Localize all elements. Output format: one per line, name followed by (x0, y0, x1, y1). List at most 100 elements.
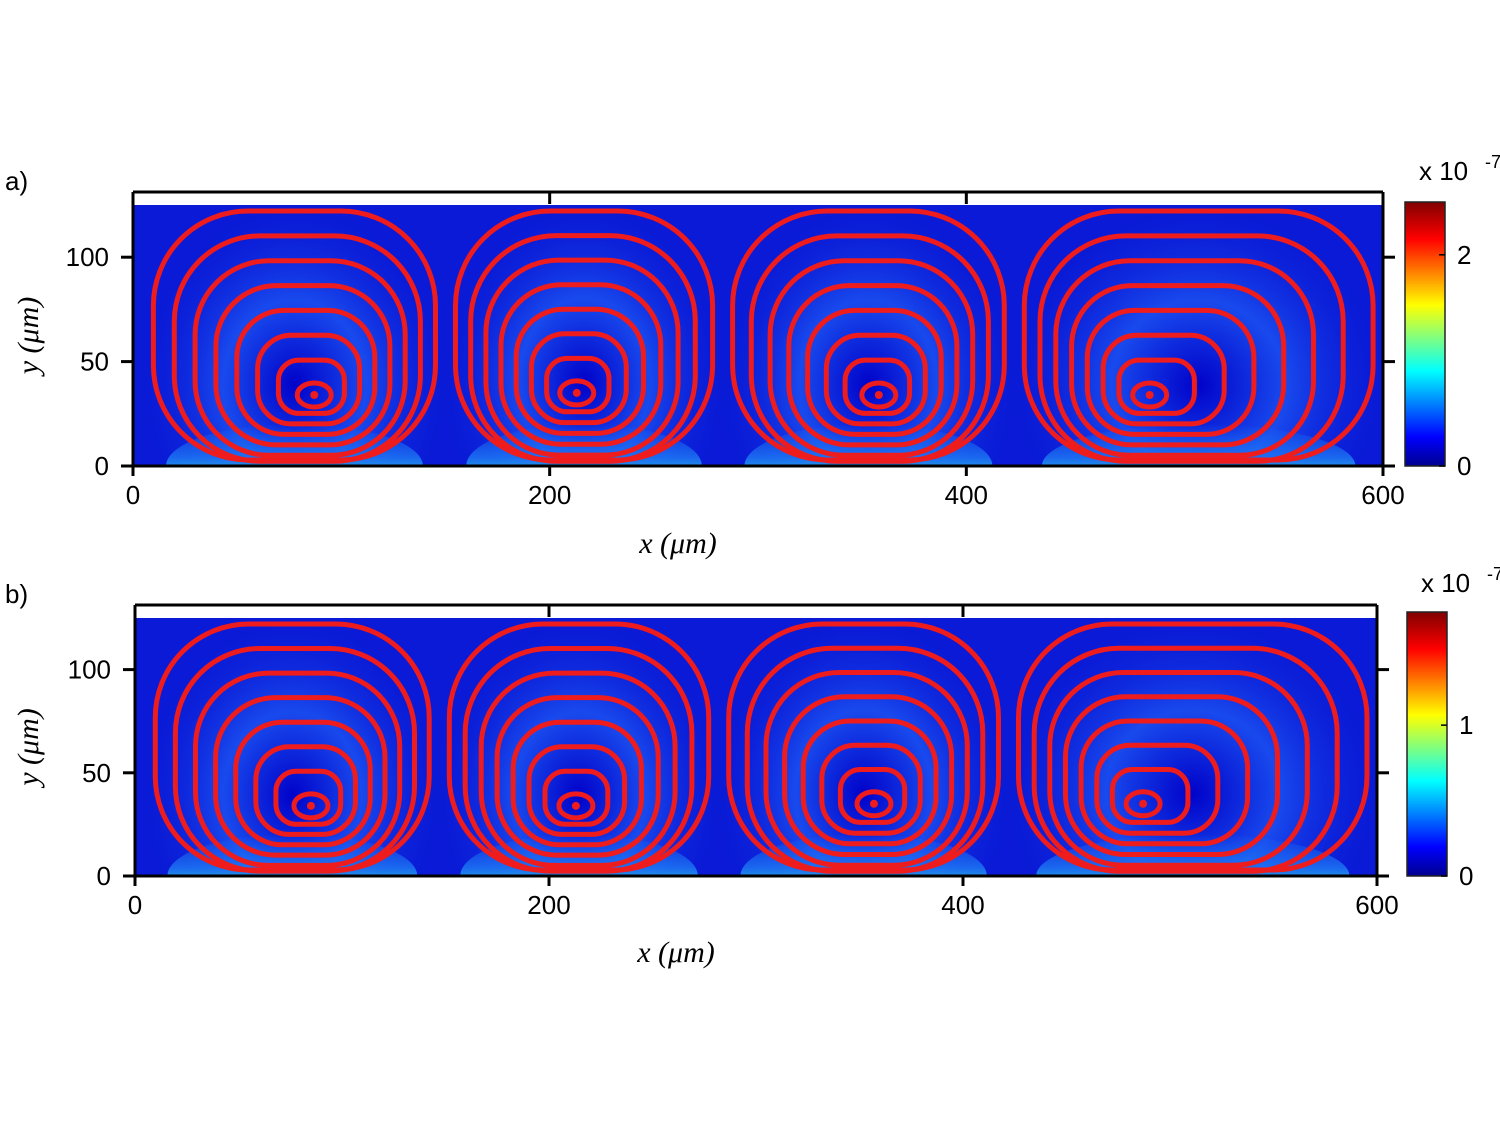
streamline (498, 282, 664, 447)
streamline (842, 357, 913, 416)
streamline-core (1123, 789, 1163, 819)
colorbar (1404, 201, 1446, 467)
panel-a: 0 200 400 600 0 50 100 x (μm) y (μm) a) 0 2 x 10 -7 (5, 152, 1500, 560)
panel-label: a) (5, 166, 28, 196)
x-tick-label: 600 (1355, 890, 1398, 920)
cell-glow (999, 618, 1377, 876)
streamline-core (854, 789, 894, 819)
velocity-field (138, 618, 1377, 876)
vortex-center (874, 391, 883, 400)
colorbar (1406, 611, 1448, 877)
streamline (483, 257, 681, 458)
streamline (1109, 767, 1191, 825)
streamline (446, 621, 712, 873)
streamline (1084, 307, 1257, 437)
streamline (494, 695, 661, 858)
streamline (526, 744, 628, 837)
vortex-center (310, 391, 319, 400)
streamline-core (556, 791, 596, 821)
vortex-center (571, 801, 580, 810)
streamline (823, 332, 928, 427)
streamline (1063, 694, 1280, 857)
streamline-core (859, 380, 899, 410)
x-tick-label: 600 (1361, 480, 1404, 510)
streamline (192, 258, 408, 458)
colorbar-tick-label: 0 (1459, 861, 1473, 891)
x-tick-label: 0 (128, 890, 142, 920)
y-tick-label: 50 (80, 347, 109, 377)
streamline (275, 357, 347, 416)
streamline (253, 744, 358, 837)
colorbar-tick-label: 1 (1459, 710, 1473, 740)
streamline (1069, 283, 1287, 448)
streamline-core (294, 380, 334, 410)
vortex-center (1145, 391, 1154, 400)
x-tick-label: 0 (126, 480, 140, 510)
streamline (805, 307, 944, 437)
streamline (150, 208, 438, 463)
panel-b: 0 200 400 600 0 50 100 x (μm) y (μm) b) 0 1 x 10 -7 (5, 564, 1500, 969)
streamline (255, 332, 363, 427)
colorbar-tick-label: 0 (1457, 451, 1471, 481)
streamline (513, 306, 647, 436)
y-tick-label: 50 (82, 758, 111, 788)
x-axis-label: x (μm) (636, 936, 715, 969)
streamline (528, 331, 629, 426)
y-axis-label: y (μm) (12, 708, 45, 789)
streamline (837, 767, 908, 825)
streamline (1116, 357, 1197, 416)
streamline (763, 670, 970, 868)
x-tick-label: 400 (941, 890, 984, 920)
streamline (730, 208, 1007, 463)
streamline (542, 768, 611, 827)
x-tick-label: 200 (527, 890, 570, 920)
streamline (782, 694, 955, 857)
colorbar-exponent: -7 (1487, 564, 1500, 584)
colorbar-multiplier: x 10 (1421, 568, 1470, 598)
streamline (510, 719, 644, 848)
streamline (213, 283, 393, 448)
streamline (213, 695, 388, 858)
streamline (800, 718, 939, 847)
y-tick-label: 100 (68, 655, 111, 685)
y-tick-label: 0 (95, 451, 109, 481)
y-tick-label: 100 (66, 242, 109, 272)
streamline-core (1130, 380, 1170, 410)
y-tick-label: 0 (97, 861, 111, 891)
streamline (544, 355, 612, 415)
velocity-field (135, 205, 1383, 466)
streamline (786, 283, 960, 448)
streamline (1078, 718, 1251, 847)
streamline (1053, 258, 1317, 458)
streamline (273, 768, 344, 827)
streamline (767, 258, 976, 458)
streamline (819, 742, 923, 836)
streamline-core (291, 791, 331, 821)
streamline-core (557, 378, 597, 408)
vortex-center (572, 388, 581, 397)
streamline (233, 719, 373, 848)
streamline (1047, 670, 1310, 868)
vortex-center (1139, 799, 1148, 808)
streamline (234, 307, 378, 437)
x-tick-label: 200 (528, 480, 571, 510)
colorbar-exponent: -7 (1485, 152, 1500, 172)
streamline (1016, 621, 1370, 873)
streamline (1100, 332, 1227, 427)
colorbar-tick-label: 2 (1457, 240, 1471, 270)
streamline (1094, 742, 1221, 836)
x-tick-label: 400 (945, 480, 988, 510)
panel-label: b) (5, 579, 28, 609)
streamline (1021, 208, 1376, 463)
y-axis-label: y (μm) (12, 297, 45, 378)
streamline (193, 670, 403, 868)
x-axis-label: x (μm) (638, 527, 717, 560)
vortex-center (869, 799, 878, 808)
streamline (478, 670, 678, 868)
streamline (152, 621, 432, 873)
streamline (726, 621, 1001, 873)
colorbar-multiplier: x 10 (1419, 156, 1468, 186)
vortex-center (306, 801, 315, 810)
cell-glow (1005, 205, 1383, 466)
